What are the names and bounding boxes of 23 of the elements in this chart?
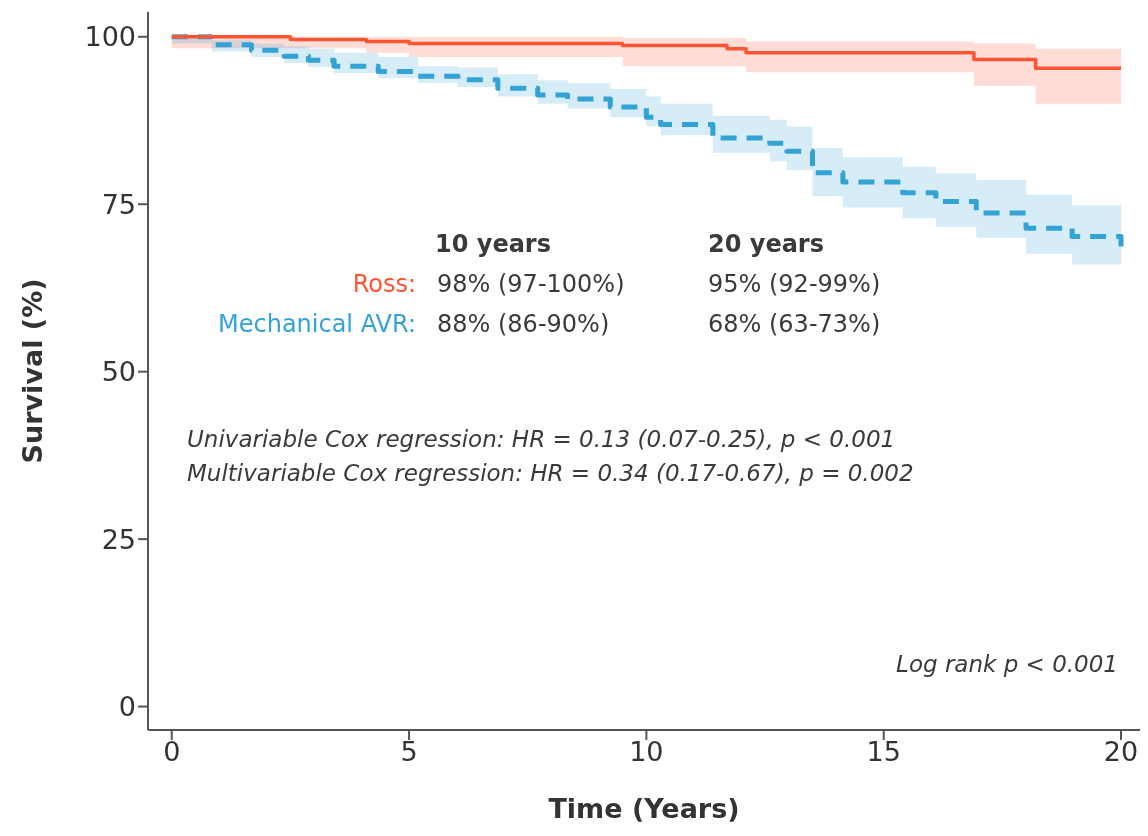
x-tick-label: 5 xyxy=(400,736,418,768)
annotation: Multivariable Cox regression: HR = 0.34 (0.17-0.67), p = 0.002 xyxy=(187,460,914,486)
text: Ross: xyxy=(352,270,416,298)
y-axis-title: Survival (%) xyxy=(16,278,48,464)
annotation: Log rank p < 0.001 xyxy=(896,651,1118,677)
annotation: 88% (86-90%) xyxy=(437,310,610,338)
y-tick-label: 75 xyxy=(101,188,136,220)
text: Mechanical AVR: xyxy=(218,310,416,338)
annotation: 98% (97-100%) xyxy=(437,270,625,298)
x-tick-label: 20 xyxy=(1103,736,1139,768)
x-tick-label: 15 xyxy=(866,736,901,768)
annotation: 68% (63-73%) xyxy=(708,310,881,338)
annotation: Univariable Cox regression: HR = 0.13 (0.07-0.25), p < 0.001 xyxy=(187,426,896,452)
y-tick-label: 25 xyxy=(101,523,136,555)
annotation: 20 years xyxy=(708,230,824,258)
x-tick-label: 10 xyxy=(629,736,664,768)
y-tick-label: 50 xyxy=(101,356,136,388)
x-axis-title: Time (Years) xyxy=(548,793,740,824)
y-tick-label: 100 xyxy=(84,21,136,53)
x-tick-label: 0 xyxy=(163,736,181,768)
annotation: 95% (92-99%) xyxy=(708,270,881,298)
annotation: 10 years xyxy=(435,230,551,258)
y-tick-label: 0 xyxy=(118,691,136,723)
